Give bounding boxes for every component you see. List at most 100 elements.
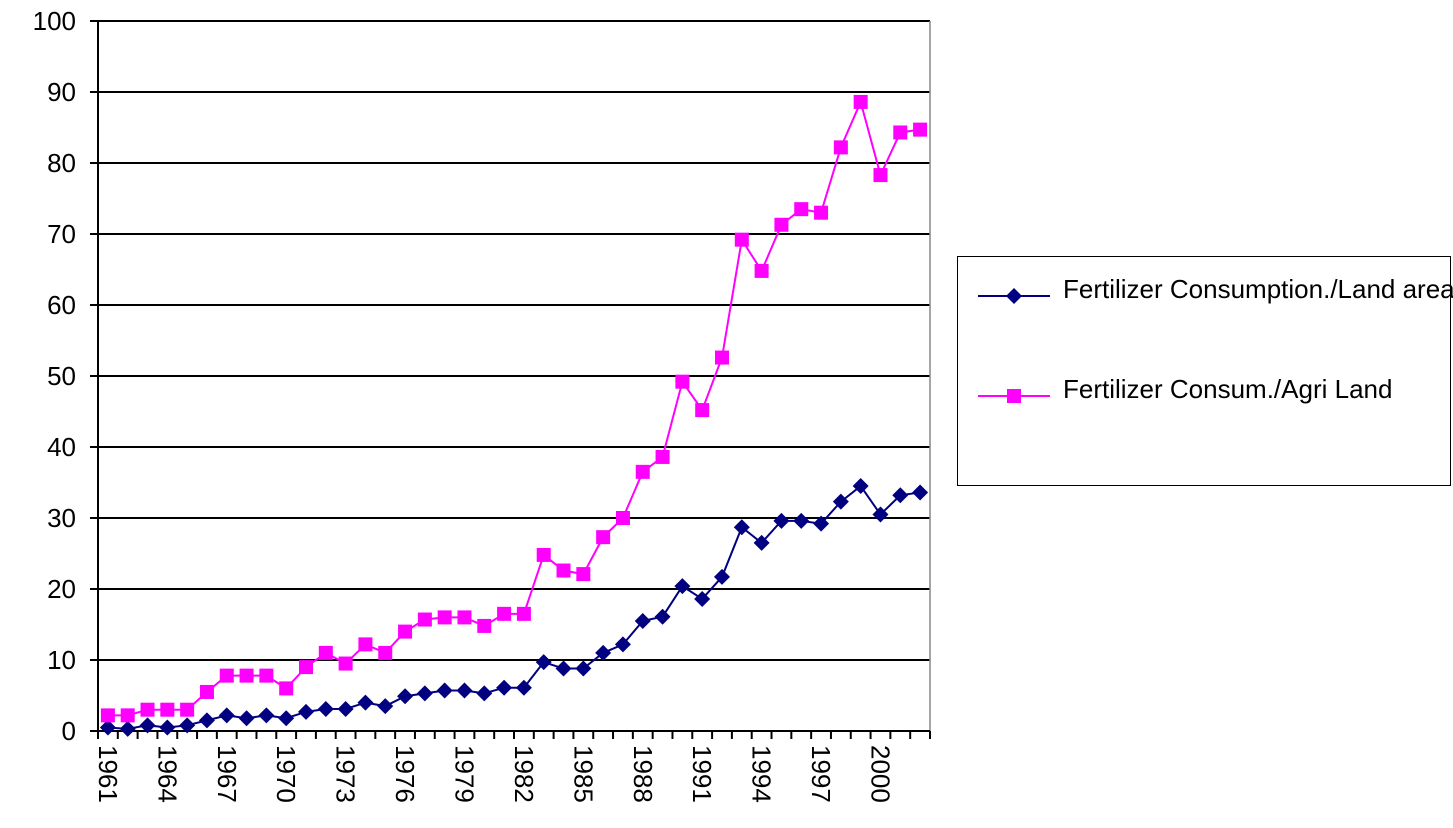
marker [198, 712, 215, 729]
marker [120, 708, 135, 723]
marker [873, 168, 888, 183]
marker [436, 682, 453, 699]
marker [456, 682, 473, 699]
marker [119, 720, 136, 737]
marker [596, 530, 611, 545]
marker [912, 484, 929, 501]
legend-icon [978, 389, 1050, 403]
x-tick-label: 1970 [271, 745, 301, 803]
marker [852, 478, 869, 495]
legend-item: Fertilizer Consum./Agri Land [968, 371, 1448, 471]
marker [317, 700, 334, 717]
x-tick-label: 1997 [806, 745, 836, 803]
x-tick-label: 1988 [628, 745, 658, 803]
marker [694, 590, 711, 607]
y-tick-label: 60 [47, 290, 76, 320]
x-tick-label: 1964 [152, 745, 182, 803]
marker [278, 710, 295, 727]
marker [159, 719, 176, 736]
marker [813, 515, 830, 532]
marker [457, 610, 472, 625]
marker [437, 610, 452, 625]
legend-label: Fertilizer Consum./Agri Land [1063, 374, 1393, 404]
marker [853, 94, 868, 109]
y-tick-label: 90 [47, 77, 76, 107]
marker [674, 578, 691, 595]
marker [695, 403, 710, 418]
legend-item: Fertilizer Consumption./Land area [968, 271, 1453, 371]
marker [358, 637, 373, 652]
marker [99, 719, 116, 736]
marker [318, 645, 333, 660]
marker [774, 217, 789, 232]
marker [575, 660, 592, 677]
marker [734, 232, 749, 247]
marker [100, 708, 115, 723]
marker [556, 563, 571, 578]
x-tick-label: 2000 [865, 745, 895, 803]
series-line [107, 98, 921, 717]
marker [477, 618, 492, 633]
marker [794, 202, 809, 217]
marker [299, 660, 313, 675]
marker [378, 645, 393, 660]
x-tick-label: 1979 [449, 745, 479, 803]
marker [259, 668, 274, 683]
legend: Fertilizer Consumption./Land area Fertili… [957, 256, 1453, 486]
x-tick-label: 1991 [687, 745, 717, 803]
marker [793, 512, 810, 529]
marker [239, 668, 254, 683]
marker [655, 449, 670, 464]
marker [199, 684, 214, 699]
marker [337, 700, 354, 717]
marker [595, 644, 612, 661]
marker [893, 125, 908, 140]
marker [496, 679, 513, 696]
x-tick-label: 1976 [390, 745, 420, 803]
marker [814, 205, 829, 220]
y-tick-label: 40 [47, 432, 76, 462]
marker [913, 122, 928, 137]
marker [675, 374, 690, 389]
y-tick-label: 10 [47, 645, 76, 675]
marker [417, 612, 432, 627]
marker [377, 698, 394, 715]
y-tick-label: 80 [47, 148, 76, 178]
marker [892, 487, 909, 504]
marker [139, 717, 156, 734]
marker [714, 568, 730, 585]
marker [497, 606, 512, 621]
marker [832, 493, 849, 510]
marker [754, 263, 769, 278]
marker [654, 608, 671, 625]
marker [555, 660, 572, 677]
y-tick-label: 70 [47, 219, 76, 249]
y-tick-label: 0 [62, 716, 76, 746]
marker [398, 624, 413, 639]
legend-icon [978, 288, 1050, 304]
marker [357, 694, 374, 711]
marker [238, 710, 255, 727]
x-tick-label: 1982 [509, 745, 539, 803]
marker [140, 702, 155, 717]
marker [715, 350, 729, 365]
marker [833, 140, 848, 155]
marker [180, 702, 195, 717]
marker [773, 512, 790, 529]
marker [614, 636, 631, 653]
marker [258, 707, 275, 724]
marker [615, 511, 630, 525]
marker [635, 464, 650, 479]
marker [338, 656, 353, 671]
marker [279, 681, 294, 696]
x-tick-label: 1961 [93, 745, 123, 803]
marker [416, 685, 433, 702]
y-tick-label: 50 [47, 361, 76, 391]
legend-marker [1006, 288, 1022, 304]
marker [753, 534, 770, 551]
marker [298, 703, 314, 720]
marker [536, 547, 551, 562]
marker [160, 702, 175, 717]
